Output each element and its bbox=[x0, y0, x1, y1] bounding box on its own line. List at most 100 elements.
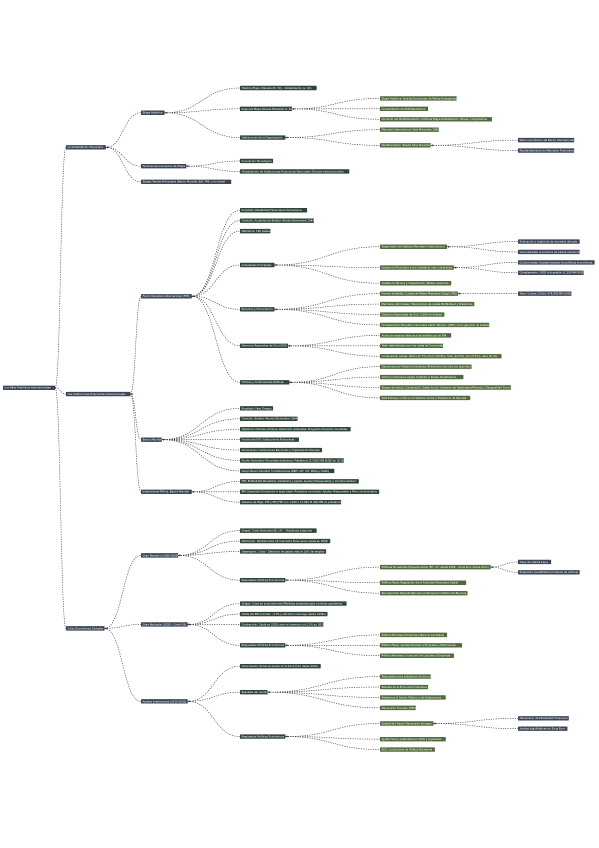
collapse-toggle-icon[interactable] bbox=[286, 735, 288, 738]
node-politica-monetaria-inyeccion-de-liquidez[interactable]: Política Monetaria: Inyección de Liquide… bbox=[380, 653, 454, 658]
node-respuestas-para-prestamos-de-bancos[interactable]: Respuestas para préstamos de bancos bbox=[380, 674, 432, 679]
node-definiciones-de-la-organizacion[interactable]: Definiciones de la Organización bbox=[240, 135, 286, 140]
node-ayudas-significativas-en-zona-euro[interactable]: Ayudas significativas en Zona Euro bbox=[518, 726, 568, 731]
node-total-cuotas-2016-476-000-mm-usd[interactable]: Total: Cuotas (2016): 476.000 MM $USD bbox=[518, 291, 572, 296]
node-riesgo-de-reducir-crecimiento-gasto-soci[interactable]: Riesgo de reducir Crecimiento, Gasto Soc… bbox=[380, 385, 512, 390]
node-miembros-190-paises[interactable]: Miembros: 190 países bbox=[240, 228, 271, 234]
node-caida-del-pib-mundial-3-3-cual-ritmo-mas[interactable]: Caída del PIB mundial: –3.3% (cuál ritmo… bbox=[240, 611, 328, 617]
collapse-toggle-icon[interactable] bbox=[178, 554, 181, 557]
node-origen-crisis-en-economia-real-medidas-s[interactable]: Origen: Crisis en economía real (Medidas… bbox=[240, 601, 347, 606]
node-activo-de-reserva-internacional-emitido-[interactable]: Activo de reserva internacional emitido … bbox=[380, 333, 452, 338]
node-supervision-del-sistema-monetario-intern[interactable]: Supervisión del Sistema Monetario Intern… bbox=[380, 244, 448, 249]
collapse-toggle-icon[interactable] bbox=[292, 107, 295, 110]
node-consolidacion-de-multilateralismo[interactable]: Consolidación de Multilateralismo bbox=[380, 106, 429, 112]
node-vulnerabilidad-economica-de-paises-miemb[interactable]: Vulnerabilidad económica de países miemb… bbox=[518, 249, 581, 255]
node-respuestas-politicas-economicas[interactable]: Respuestas Políticas Económicas bbox=[240, 643, 286, 648]
collapse-toggle-icon[interactable] bbox=[165, 111, 168, 114]
node-creacion-acuerdos-de-bretton-woods-novie[interactable]: Creación: Acuerdos de Bretton Woods (Nov… bbox=[240, 218, 315, 223]
node-ayudas-instituciones-2010-2020[interactable]: Ayudas Instituciones (2010-2020) bbox=[141, 699, 188, 704]
collapse-toggle-icon[interactable] bbox=[162, 438, 165, 441]
node-globalizacion-de-instituciones-financier[interactable]: Globalización de Instituciones Financier… bbox=[240, 169, 350, 174]
node-valor-determinado-por-una-cesta-de-5-mon[interactable]: Valor determinado por una cesta de 5 mon… bbox=[380, 343, 444, 349]
collapse-toggle-icon[interactable] bbox=[106, 146, 109, 149]
collapse-toggle-icon[interactable] bbox=[131, 393, 133, 395]
collapse-toggle-icon[interactable] bbox=[286, 579, 288, 582]
node-politica-fiscal-ayudas-directas-a-empres[interactable]: Política Fiscal: Ayudas Directas a Empre… bbox=[380, 643, 463, 648]
node-critica-condiciones-ajuste-recibidos-a-p[interactable]: Critica condiciones Ajuste recibidos a P… bbox=[380, 374, 464, 380]
node-composicion-actual-dolar-41-7-euro-30-9-[interactable]: Composición actual: Dólar (41.7%), Euro … bbox=[380, 354, 502, 359]
node-expansion-cuantitativa-compras-de-activo[interactable]: Expansión Cuantitativa (Compras de activ… bbox=[518, 570, 580, 575]
node-mecanismo-de-estabilidad-financiera[interactable]: Mecanismo de Estabilidad Financiera bbox=[518, 716, 569, 721]
node-recalentamiento-en-mercados-financieros[interactable]: Recalentamiento en Mercados Financieros bbox=[518, 148, 575, 153]
node-objetivos-pobreza-extrema-desarrollo-sos[interactable]: Objetivos: Pobreza extrema, Desarrollo s… bbox=[240, 427, 351, 432]
node-gran-reclusion-2020-covid-19[interactable]: Gran Reclusión (2020 – Covid-19) bbox=[141, 622, 188, 627]
node-etapa-historica[interactable]: Etapa Histórica bbox=[141, 110, 165, 115]
collapse-toggle-icon[interactable] bbox=[105, 627, 108, 630]
node-asistencia-tecnica-y-capacitacion-paises[interactable]: Asistencia Técnica y Capacitación (Paíse… bbox=[380, 281, 452, 286]
node-factores-de-innovacion-de-etapa[interactable]: Factores de Innovación de Etapa bbox=[141, 163, 187, 169]
node-banco-mundial[interactable]: Banco Mundial bbox=[141, 437, 162, 442]
collapse-toggle-icon[interactable] bbox=[290, 381, 292, 384]
node-gran-recesion-2008-2009[interactable]: Gran Recesión (2008-2009) bbox=[141, 553, 178, 558]
node-asistencia-financiera-a-sus-miembros-mas[interactable]: Asistencia Financiera a sus miembros más… bbox=[380, 265, 454, 270]
collapse-toggle-icon[interactable] bbox=[491, 566, 494, 569]
node-recursos-y-financiacion[interactable]: Recursos y Financiación bbox=[240, 307, 275, 312]
node-bm-desarrollo-economico-a-largo-plazo-pr[interactable]: BM: Desarrollo Económico a largo plazo; … bbox=[240, 489, 380, 494]
node-rescates-del-mundo[interactable]: Rescates del mundo bbox=[240, 690, 268, 695]
node-fmi-estabilidad-monetaria-cambiaria-y-aj[interactable]: FMI: Estabilidad Monetaria, Cambiaria y … bbox=[240, 479, 359, 484]
node-etapas-teorias-principales-banco-mundial[interactable]: Etapas Teorías Principales (Banco Mundia… bbox=[141, 179, 232, 185]
node-prestamos-al-sector-publico-y-de-institu[interactable]: Préstamos al Sector Público y de Institu… bbox=[380, 695, 446, 700]
node-politicas-monetarias-expansionarias-ee-u[interactable]: Políticas Monetarias Expansionarias (EE.… bbox=[380, 564, 491, 570]
collapse-toggle-icon[interactable] bbox=[268, 691, 271, 694]
node-ajuste-fiscal-austeridad-en-2010-y-sigui[interactable]: Ajuste Fiscal: Austeridad en 2010 y sigu… bbox=[380, 736, 446, 742]
node-actividades-principales[interactable]: Actividades Principales bbox=[240, 262, 275, 268]
collapse-toggle-icon[interactable] bbox=[192, 295, 195, 298]
node-condicionales-ajustes-basados-en-politic[interactable]: Condicionales: Ajustes basados en políti… bbox=[518, 260, 595, 265]
node-fondos-del-ida-instituciones-financieras[interactable]: Fondos del IDA: Instituciones Financiera… bbox=[240, 437, 299, 442]
node-proposito-fase-tiempo[interactable]: Propósito: Fase Tiempo bbox=[240, 406, 274, 411]
node-aumento-del-multilateralismo-politicas-e[interactable]: Aumento del Multilateralismo: Políticas … bbox=[380, 117, 492, 122]
node-los-hitos-historicos-internacionales[interactable]: Los Hitos Históricos Internacionales bbox=[3, 385, 56, 391]
node-desempleo-crisis-deterioro-de-paises-mas[interactable]: Desempleo: Crisis – Deterioro de países … bbox=[240, 549, 327, 554]
collapse-toggle-icon[interactable] bbox=[288, 344, 291, 347]
node-contraccion-caida-en-2020-como-el-comerc[interactable]: Contracción: Caída en 2020 como el comer… bbox=[240, 622, 325, 627]
node-politica-monetaria-expansiva-bancos-cent[interactable]: Política Monetaria Expansiva (Bancos Cen… bbox=[380, 632, 448, 638]
collapse-toggle-icon[interactable] bbox=[188, 623, 191, 626]
node-mercado-internacional-abre-mercados-1990[interactable]: Mercado Internacional: Abre Mercados 199… bbox=[380, 127, 439, 132]
node-neoliberalismo-desde-anos-noventa[interactable]: Neoliberalismo (Desde Años Noventa) bbox=[380, 143, 431, 148]
node-este-enfoque-crisis-en-el-sistema-social[interactable]: Este Enfoque: Crisis en el Sistema Socia… bbox=[380, 395, 471, 401]
node-sistema-de-pago-fmi-y-bm-fmi-con-1-200-o[interactable]: Sistema de Pago: FMI y BM (FMI con 1.200… bbox=[240, 499, 343, 505]
node-respuestas-politicas-economicas[interactable]: Respuestas Políticas Económicas bbox=[240, 734, 286, 739]
node-origen-crisis-financiera-ee-uu-hipotecas[interactable]: Origen: Crisis financiera EE. UU. – Hipo… bbox=[240, 528, 317, 533]
node-estabilidad-fiscal-mecanismo-europeo[interactable]: Estabilidad Fiscal: Mecanismo Europeo bbox=[380, 721, 434, 726]
node-innovacion-tecnologica[interactable]: Innovación Tecnológica bbox=[240, 158, 274, 164]
node-evaluacion-y-vigilancia-de-monedas-del-p[interactable]: Evaluación y vigilancia de monedas del p… bbox=[518, 239, 580, 244]
node-accion-financiera-por-paises-miembros-pr[interactable]: Acción financiera: Por países miembros: … bbox=[240, 458, 345, 463]
node-etapa-historica-nuevas-economias-de-pais[interactable]: Etapa Histórica: Nuevas Economías de Paí… bbox=[380, 96, 458, 101]
node-creacion-bretton-woods-noviembre-1944[interactable]: Creación: Bretton Woods (Noviembre 1944) bbox=[240, 416, 298, 421]
collapse-toggle-icon[interactable] bbox=[286, 644, 288, 647]
node-politica-fiscal-regulacion-de-la-activid[interactable]: Política Fiscal: Regulación de la Activi… bbox=[380, 580, 467, 585]
collapse-toggle-icon[interactable] bbox=[275, 308, 277, 311]
node-donaciones-instituciones-bancarias-y-org[interactable]: Donaciones: Instituciones Bancarias y Or… bbox=[240, 447, 323, 453]
node-decisiones-por-paises-dominantes-predomi[interactable]: Decisiones por Países Dominantes (Predom… bbox=[380, 364, 472, 369]
node-grupo-banco-mundial-5-instituciones-birf[interactable]: Grupo Banco Mundial: 5 Instituciones (BI… bbox=[240, 468, 335, 474]
node-las-instituciones-financieras-internacio[interactable]: Las Instituciones Financieras Internacio… bbox=[66, 391, 131, 397]
node-derechos-especiales-de-giro-deg[interactable]: Derechos Especiales de Giro (DEG) bbox=[240, 343, 289, 349]
node-rescate-de-la-economia-productiva[interactable]: Rescate de la Economía Productiva bbox=[380, 684, 429, 690]
collapse-toggle-icon[interactable] bbox=[454, 266, 457, 269]
node-tipos-de-interes-bajos[interactable]: Tipos de interés bajos bbox=[518, 559, 552, 565]
node-crisis-economicas-globales[interactable]: Crisis Económicas Globales bbox=[66, 626, 105, 631]
collapse-toggle-icon[interactable] bbox=[434, 722, 437, 725]
collapse-toggle-icon[interactable] bbox=[188, 700, 191, 703]
node-complemento-2002-a-la-gestion-1-300-mm-u[interactable]: Complemento: 2002 a la gestión (1.300 MM… bbox=[518, 270, 586, 276]
node-mecanismo-europeo-mede[interactable]: Mecanismo Europeo (MEDE) bbox=[380, 705, 418, 711]
node-proposito-estabilidad-financiera-interna[interactable]: Propósito: Estabilidad Financiera Intern… bbox=[240, 208, 308, 213]
node-marco-economico-del-banco-internacional[interactable]: Marco económico del Banco Internacional bbox=[518, 137, 575, 143]
node-bce-condiciones-de-politica-monetaria[interactable]: BCE: Condiciones de Política Monetaria bbox=[380, 747, 435, 752]
collapse-toggle-icon[interactable] bbox=[275, 264, 277, 266]
node-fondos-variables-cuotas-de-paises-miembr[interactable]: Fondos Variables: Cuotas de Países Miemb… bbox=[380, 291, 458, 296]
collapse-toggle-icon[interactable] bbox=[187, 165, 189, 168]
node-historia-etapa-decada-20-30-globalizacio[interactable]: Historia Etapa (Década 20, 30) – Globali… bbox=[240, 85, 317, 91]
collapse-toggle-icon[interactable] bbox=[286, 136, 288, 139]
